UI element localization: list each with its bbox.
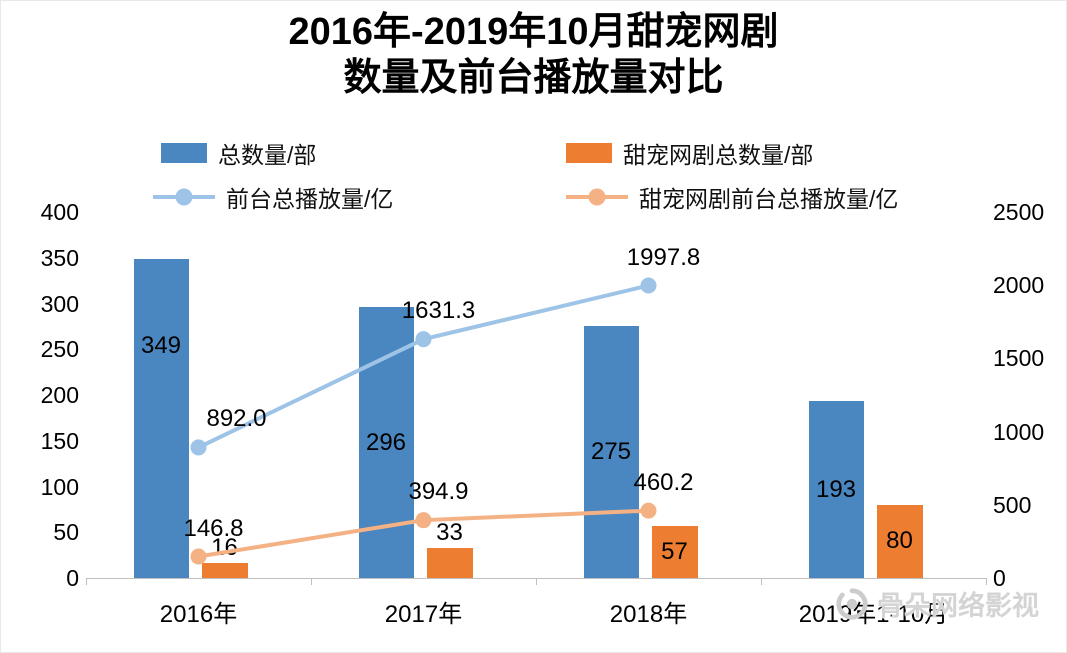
bar-value-label: 57 [661, 537, 688, 565]
right-axis-labels: 0 500 1000 1500 2000 2500 [993, 199, 1065, 591]
left-axis-tick-label: 0 [66, 565, 79, 591]
left-axis-tick-label: 250 [40, 336, 79, 363]
watermark: 骨朵网络影视 [835, 584, 1039, 623]
bar-total-2016年 [133, 258, 189, 578]
bar-total-2018年 [583, 326, 639, 578]
legend-label-sweet-playback: 甜宠网剧前台总播放量/亿 [639, 186, 899, 212]
plot-area: 2016年 2017年 2018年 2019年1-10月 349 296 275 193 16 3… [86, 212, 987, 628]
bar-sweet-2018年 [651, 525, 698, 578]
right-axis-tick-label: 2000 [993, 272, 1045, 299]
bar-value-label: 80 [886, 527, 913, 555]
line-value-label: 1631.3 [401, 297, 476, 325]
bar-value-label: 33 [436, 518, 463, 546]
x-axis-category-label: 2017年 [384, 601, 463, 628]
legend-item-sweet-count: 甜宠网剧总数量/部 [566, 136, 813, 170]
chart-title: 2016年-2019年10月甜宠网剧 数量及前台播放量对比 [1, 9, 1066, 102]
legend-swatch-sweet-playback [566, 188, 628, 206]
line-marker [640, 502, 657, 519]
line-marker [415, 512, 432, 529]
x-axis-category-label: 2019年1-10月 [798, 601, 949, 628]
line-value-label: 1997.8 [626, 243, 701, 271]
x-axis-category-label: 2016年 [159, 601, 238, 628]
line-series-layer [190, 277, 657, 565]
right-axis-tick-label: 2500 [993, 199, 1045, 225]
x-axis-tick [761, 578, 762, 585]
bar-sweet-2017年 [426, 547, 473, 578]
bar-value-label: 193 [815, 475, 857, 503]
left-axis-tick-label: 350 [40, 244, 79, 271]
line-value-label: 146.8 [183, 514, 244, 542]
legend-label-total-count: 总数量/部 [218, 142, 317, 168]
left-axis-tick-label: 400 [40, 199, 79, 225]
legend-item-sweet-playback: 甜宠网剧前台总播放量/亿 [566, 180, 898, 214]
legend-swatch-total-playback [153, 188, 215, 206]
left-axis-tick-label: 300 [40, 290, 79, 317]
right-axis-tick-label: 1500 [993, 345, 1045, 372]
legend-item-total-playback: 前台总播放量/亿 [153, 180, 393, 214]
bar-sweet-2016年 [201, 563, 248, 578]
line-marker [190, 548, 207, 565]
left-axis-tick-label: 50 [53, 519, 79, 546]
x-axis-tick [986, 578, 987, 585]
left-axis-labels: 0 50 100 150 200 250 300 350 400 [1, 199, 79, 591]
legend-label-total-playback: 前台总播放量/亿 [226, 186, 394, 212]
line-value-label: 460.2 [633, 468, 694, 496]
right-axis-tick-label: 500 [993, 491, 1032, 518]
x-axis-tick [86, 578, 87, 585]
line-marker [640, 277, 657, 294]
left-axis-tick-label: 200 [40, 382, 79, 408]
bar-total-2017年 [358, 307, 414, 578]
legend-label-sweet-count: 甜宠网剧总数量/部 [623, 142, 814, 168]
bar-value-label: 16 [211, 534, 238, 562]
line-marker [415, 331, 432, 348]
chart-title-line1: 2016年-2019年10月甜宠网剧 [288, 11, 779, 53]
legend-item-total-count: 总数量/部 [161, 136, 316, 170]
bar-sweet-2019年1-10月 [876, 504, 923, 578]
line-value-label: 394.9 [408, 478, 469, 506]
legend-swatch-sweet-count [566, 143, 612, 163]
left-axis-tick-label: 100 [40, 473, 79, 500]
line-value-label: 892.0 [206, 405, 267, 433]
legend-swatch-total-count [161, 143, 207, 163]
bar-value-label: 349 [140, 332, 182, 360]
line-marker [190, 439, 207, 456]
legend-marker-dot [175, 188, 193, 206]
bar-value-label: 296 [365, 428, 407, 456]
x-axis-tick [311, 578, 312, 585]
watermark-logo-icon [836, 587, 868, 620]
chart-title-line2: 数量及前台播放量对比 [343, 57, 724, 100]
bar-total-2019年1-10月 [808, 401, 864, 578]
left-axis-tick-label: 150 [40, 427, 79, 454]
right-axis-tick-label: 1000 [993, 418, 1045, 445]
x-axis-tick [536, 578, 537, 585]
legend-marker-dot [588, 188, 606, 206]
right-axis-tick-label: 0 [993, 565, 1006, 591]
x-axis-category-label: 2018年 [609, 601, 688, 628]
watermark-text: 骨朵网络影视 [877, 591, 1039, 621]
bar-value-label: 275 [590, 438, 632, 466]
